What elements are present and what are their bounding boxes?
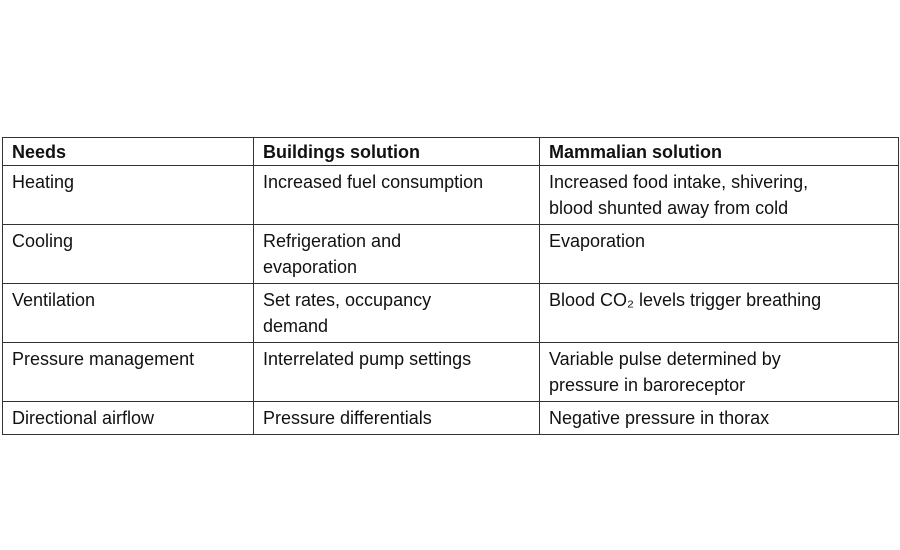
table-row: Directional airflow Pressure differential… <box>2 401 899 435</box>
cell-line: Pressure management <box>12 349 195 369</box>
table-cell: Heating <box>2 165 254 225</box>
cell-line: demand <box>263 316 329 336</box>
table-cell: Variable pulse determined by pressure in … <box>539 342 899 402</box>
cell-line: Ventilation <box>12 290 96 310</box>
table-cell: Interrelated pump settings <box>253 342 540 402</box>
cell-line: Refrigeration and <box>263 231 402 251</box>
cell-line: Variable pulse determined by <box>549 349 781 369</box>
table-cell: Blood CO₂ levels trigger breathing <box>539 283 899 343</box>
table-cell: Set rates, occupancy demand <box>253 283 540 343</box>
cell-line: Increased food intake, shivering, <box>549 172 809 192</box>
cell-line: Directional airflow <box>12 408 155 428</box>
comparison-table: Needs Buildings solution Mammalian solutio… <box>2 137 899 435</box>
table-cell: Evaporation <box>539 224 899 284</box>
cell-line: Blood CO₂ levels trigger breathing <box>549 290 822 310</box>
header-cell: Needs <box>2 137 254 166</box>
cell-line: Negative pressure in thorax <box>549 408 770 428</box>
table-cell: Ventilation <box>2 283 254 343</box>
cell-line: Evaporation <box>549 231 646 251</box>
header-cell: Buildings solution <box>253 137 540 166</box>
cell-line: Pressure differentials <box>263 408 432 428</box>
table-cell: Refrigeration and evaporation <box>253 224 540 284</box>
table-row: Cooling Refrigeration and evaporation Evapo… <box>2 224 899 284</box>
header-cell: Mammalian solution <box>539 137 899 166</box>
table-cell: Increased fuel consumption <box>253 165 540 225</box>
cell-line: evaporation <box>263 257 358 277</box>
table-cell: Pressure management <box>2 342 254 402</box>
cell-line: Interrelated pump settings <box>263 349 472 369</box>
table-cell: Directional airflow <box>2 401 254 435</box>
table-cell: Cooling <box>2 224 254 284</box>
table-row: Ventilation Set rates, occupancy demand Blo… <box>2 283 899 343</box>
table-cell: Increased food intake, shivering, blood s… <box>539 165 899 225</box>
cell-line: Cooling <box>12 231 74 251</box>
cell-line: Heating <box>12 172 75 192</box>
header-row: Needs Buildings solution Mammalian solutio… <box>2 137 899 166</box>
table-row: Heating Increased fuel consumption Increas… <box>2 165 899 225</box>
cell-line: Set rates, occupancy <box>263 290 432 310</box>
table-body: Heating Increased fuel consumption Increas… <box>2 165 899 435</box>
table-cell: Negative pressure in thorax <box>539 401 899 435</box>
cell-line: pressure in baroreceptor <box>549 375 746 395</box>
table-cell: Pressure differentials <box>253 401 540 435</box>
cell-line: blood shunted away from cold <box>549 198 789 218</box>
table-row: Pressure management Interrelated pump set… <box>2 342 899 402</box>
cell-line: Increased fuel consumption <box>263 172 484 192</box>
